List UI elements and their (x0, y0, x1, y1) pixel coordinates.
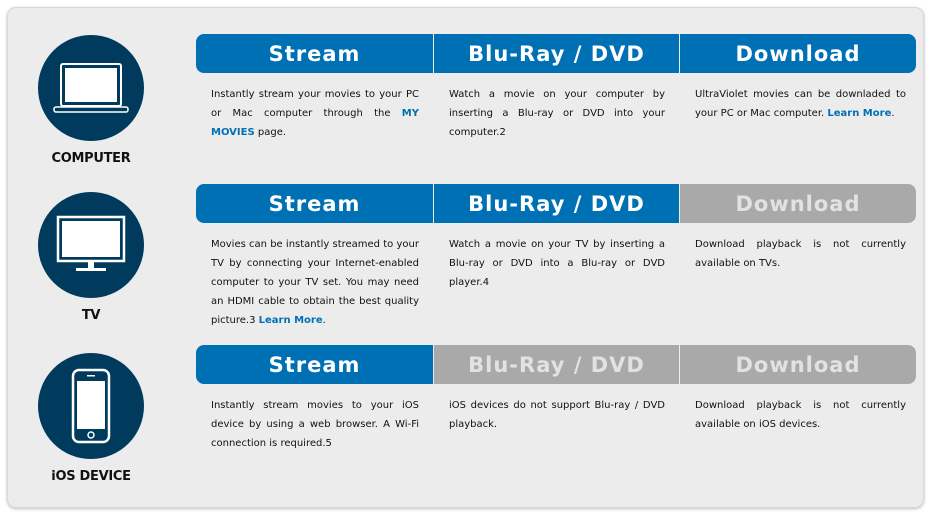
header-download: Download (680, 34, 916, 73)
header-download: Download (680, 184, 916, 223)
device-computer: COMPUTER (38, 35, 144, 166)
header-bar: Stream Blu-Ray / DVD Download (196, 184, 916, 223)
device-options-panel: COMPUTER Stream Blu-Ray / DVD Download I… (7, 7, 924, 508)
smartphone-icon (38, 353, 144, 459)
device-label: TV (81, 308, 101, 323)
header-bluray: Blu-Ray / DVD (434, 345, 679, 384)
stream-description: Instantly stream your movies to your PC … (211, 89, 419, 138)
device-label: COMPUTER (51, 151, 131, 166)
header-stream: Stream (196, 34, 433, 73)
header-download: Download (680, 345, 916, 384)
learn-more-link[interactable]: Learn More (827, 108, 892, 119)
header-bar: Stream Blu-Ray / DVD Download (196, 345, 916, 384)
device-ios: iOS DEVICE (38, 353, 144, 484)
download-description: UltraViolet movies can be downladed to y… (695, 89, 906, 119)
download-description: Download playback is not currently avail… (695, 400, 906, 430)
laptop-icon (38, 35, 144, 141)
bluray-description: Watch a movie on your TV by inserting a … (449, 239, 665, 288)
header-bar: Stream Blu-Ray / DVD Download (196, 34, 916, 73)
my-movies-link[interactable]: MY MOVIES (211, 108, 419, 138)
bluray-description: iOS devices do not support Blu-ray / DVD… (449, 400, 665, 430)
tv-icon (38, 192, 144, 298)
device-tv: TV (38, 192, 144, 323)
header-bluray: Blu-Ray / DVD (434, 34, 679, 73)
learn-more-link[interactable]: Learn More (258, 315, 323, 326)
stream-description: Instantly stream movies to your iOS devi… (211, 400, 419, 449)
download-description: Download playback is not currently avail… (695, 239, 906, 269)
stream-description: Movies can be instantly streamed to your… (211, 239, 419, 326)
header-bluray: Blu-Ray / DVD (434, 184, 679, 223)
bluray-description: Watch a movie on your computer by insert… (449, 89, 665, 138)
device-label: iOS DEVICE (51, 469, 131, 484)
header-stream: Stream (196, 345, 433, 384)
header-stream: Stream (196, 184, 433, 223)
